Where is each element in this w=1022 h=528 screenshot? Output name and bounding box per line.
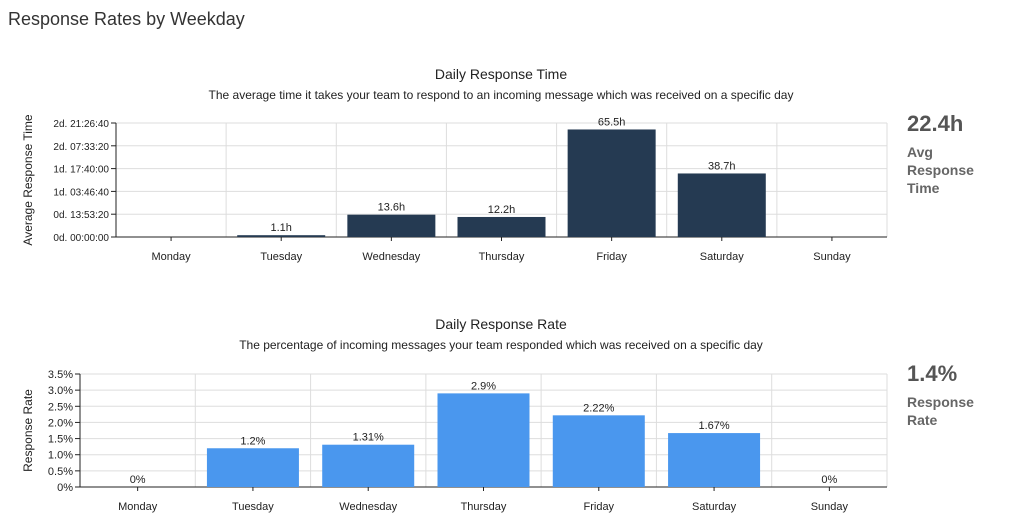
bar [677,173,766,237]
data-label: 1.67% [698,420,729,432]
bar [347,214,436,237]
y-tick-label: 3.0% [48,385,73,397]
x-tick-label: Tuesday [260,251,302,263]
data-label: 65.5h [598,116,626,128]
bar [237,235,326,237]
data-label: 38.7h [708,160,736,172]
bar [206,448,299,487]
x-tick-label: Monday [152,251,192,263]
data-label: 2.9% [471,380,496,392]
y-tick-label: 1d. 17:40:00 [53,165,109,176]
x-tick-label: Friday [596,251,627,263]
x-tick-label: Sunday [811,501,849,513]
y-tick-label: 2.5% [48,401,73,413]
chart-subtitle: The average time it takes your team to r… [208,88,794,102]
chart-subtitle: The percentage of incoming messages your… [239,338,763,352]
chart-title: Daily Response Rate [435,316,567,332]
y-tick-label: 1d. 03:46:40 [53,187,109,198]
y-tick-label: 0d. 00:00:00 [53,233,109,244]
page-title: Response Rates by Weekday [8,9,245,29]
data-label: 1.1h [271,222,292,234]
bar [322,444,415,487]
y-tick-label: 0.5% [48,466,73,478]
data-label: 13.6h [378,202,406,214]
bar [668,433,761,487]
data-label: 1.2% [240,435,265,447]
chart-title: Daily Response Time [434,66,568,82]
data-label: 0% [821,474,837,486]
y-tick-label: 2.0% [48,417,73,429]
kpi-label: Response Rate [907,394,974,428]
x-tick-label: Sunday [813,251,851,263]
response-rate-chart: 0% 0.5% 1.0% 1.5% 2.0% 2.5% 3.0% 3.5% 0% Monday 1.… [21,369,888,513]
bar [457,216,546,237]
kpi-label: Avg Response Time [907,144,974,196]
y-tick-label: 1.0% [48,450,73,462]
data-label: 1.31% [353,432,384,444]
kpi-value: 22.4h [907,111,964,136]
y-tick-label: 1.5% [48,434,73,446]
data-label: 12.2h [488,204,516,216]
y-axis-title: Average Response Time [21,114,35,246]
x-tick-label: Thursday [479,251,525,263]
x-tick-label: Friday [584,501,615,513]
y-tick-label: 0d. 13:53:20 [53,210,109,221]
data-label: 2.22% [583,402,614,414]
data-label: 0% [130,474,146,486]
y-axis-title: Response Rate [21,389,35,472]
bar [437,393,530,487]
response-time-chart: 0d. 00:00:00 0d. 13:53:20 1d. 03:46:40 1d. … [21,114,888,263]
bar [567,129,656,237]
x-tick-label: Thursday [461,501,507,513]
y-tick-label: 2d. 07:33:20 [53,142,109,153]
x-tick-label: Wednesday [362,251,420,263]
y-tick-label: 2d. 21:26:40 [53,119,109,130]
x-tick-label: Tuesday [232,501,274,513]
x-tick-label: Saturday [700,251,745,263]
x-tick-label: Wednesday [339,501,397,513]
x-tick-label: Saturday [692,501,737,513]
y-tick-label: 0% [57,482,73,494]
y-tick-label: 3.5% [48,369,73,381]
x-tick-label: Monday [118,501,158,513]
kpi-value: 1.4% [907,361,958,386]
bar [552,415,645,487]
